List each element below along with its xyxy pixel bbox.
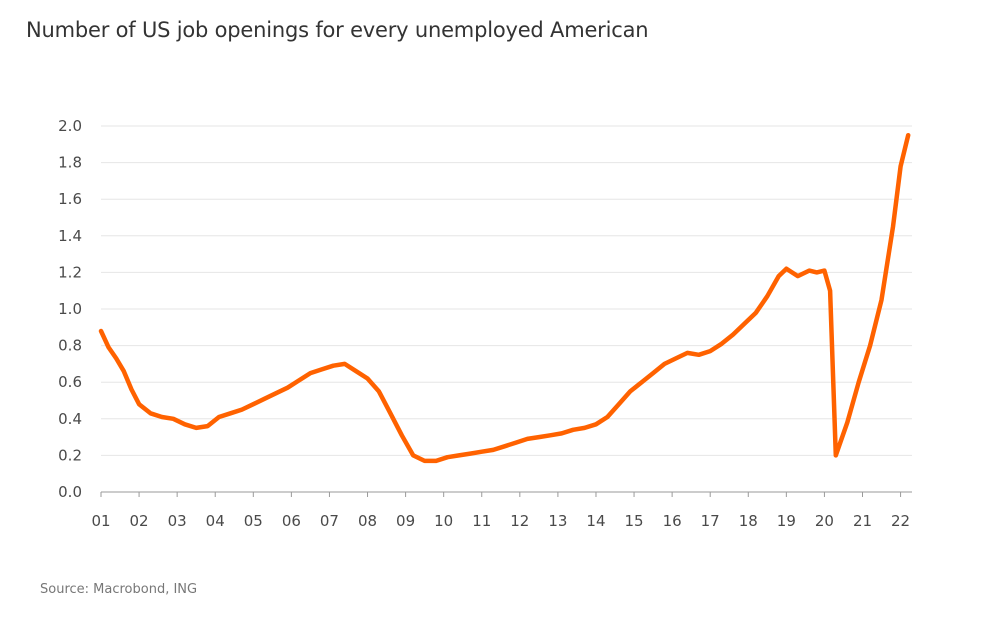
y-tick-label: 1.8 — [58, 154, 82, 172]
x-tick-label: 16 — [663, 512, 682, 530]
x-tick-label: 05 — [244, 512, 263, 530]
x-tick-label: 13 — [548, 512, 567, 530]
x-tick-label: 04 — [206, 512, 225, 530]
x-tick-label: 10 — [434, 512, 453, 530]
source-note: Source: Macrobond, ING — [40, 582, 198, 597]
x-tick-label: 19 — [777, 512, 796, 530]
y-tick-label: 2.0 — [58, 117, 82, 135]
y-tick-label: 0.0 — [58, 483, 82, 501]
x-tick-label: 11 — [472, 512, 491, 530]
series-line — [98, 132, 911, 464]
chart-title: Number of US job openings for every unem… — [26, 18, 649, 42]
x-tick-label: 22 — [891, 512, 910, 530]
y-tick-label: 1.6 — [58, 190, 82, 208]
x-tick-label: 12 — [510, 512, 529, 530]
y-tick-label: 1.2 — [58, 263, 82, 281]
y-tick-label: 1.4 — [58, 227, 82, 245]
x-tick-label: 15 — [625, 512, 644, 530]
grid-lines — [101, 125, 912, 456]
y-tick-label: 1.0 — [58, 300, 82, 318]
y-axis-ticks: 0.0 0.2 0.4 0.6 0.8 1.0 1.2 1.4 1.6 1.8 2.0 — [58, 117, 82, 501]
x-tick-label: 14 — [586, 512, 605, 530]
x-tick-label: 03 — [168, 512, 187, 530]
x-tick-label: 02 — [130, 512, 149, 530]
x-tick-label: 18 — [739, 512, 758, 530]
x-tick-label: 06 — [282, 512, 301, 530]
x-tick-label: 20 — [815, 512, 834, 530]
y-tick-label: 0.4 — [58, 410, 82, 428]
x-tick-label: 08 — [358, 512, 377, 530]
y-tick-label: 0.2 — [58, 446, 82, 464]
y-tick-label: 0.8 — [58, 337, 82, 355]
series-group — [98, 132, 911, 464]
x-tick-label: 01 — [91, 512, 110, 530]
x-tick-label: 17 — [701, 512, 720, 530]
x-tick-label: 09 — [396, 512, 415, 530]
x-tick-label: 21 — [853, 512, 872, 530]
x-axis: 01 02 03 04 05 06 07 08 09 10 11 12 13 14 15 16 17 18 19 20… — [91, 491, 912, 530]
x-tick-label: 07 — [320, 512, 339, 530]
y-tick-label: 0.6 — [58, 373, 82, 391]
